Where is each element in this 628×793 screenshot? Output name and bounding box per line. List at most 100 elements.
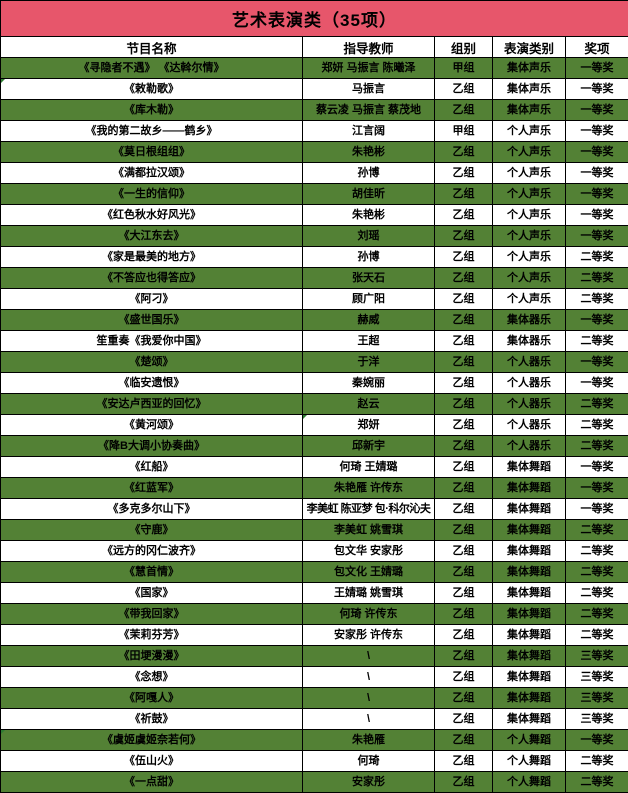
award-cell[interactable]: 一等奖 [566,310,628,331]
group-cell[interactable]: 乙组 [435,625,493,646]
award-cell[interactable]: 一等奖 [566,226,628,247]
category-cell[interactable]: 个人声乐 [493,142,566,163]
program-name-cell[interactable]: 《慧首情》 [1,562,303,583]
group-cell[interactable]: 乙组 [435,268,493,289]
award-cell[interactable]: 一等奖 [566,457,628,478]
award-cell[interactable]: 二等奖 [566,247,628,268]
category-cell[interactable]: 集体声乐 [493,100,566,121]
teacher-cell[interactable]: 郑妍 [303,415,435,436]
award-cell[interactable]: 一等奖 [566,730,628,751]
program-name-cell[interactable]: 《一生的信仰》 [1,184,303,205]
award-cell[interactable]: 二等奖 [566,751,628,772]
category-cell[interactable]: 集体器乐 [493,331,566,352]
program-name-cell[interactable]: 《守鹿》 [1,520,303,541]
column-header-category[interactable]: 表演类别 [493,37,566,58]
category-cell[interactable]: 个人声乐 [493,226,566,247]
teacher-cell[interactable]: 包文化 王婧璐 [303,562,435,583]
category-cell[interactable]: 个人舞蹈 [493,772,566,793]
group-cell[interactable]: 乙组 [435,415,493,436]
category-cell[interactable]: 个人器乐 [493,415,566,436]
award-cell[interactable]: 二等奖 [566,289,628,310]
program-name-cell[interactable]: 《一点甜》 [1,772,303,793]
program-name-cell[interactable]: 《降B大调小协奏曲》 [1,436,303,457]
program-name-cell[interactable]: 《楚颂》 [1,352,303,373]
category-cell[interactable]: 集体舞蹈 [493,583,566,604]
teacher-cell[interactable]: 李美虹 姚雪琪 [303,520,435,541]
program-name-cell[interactable]: 《家是最美的地方》 [1,247,303,268]
category-cell[interactable]: 集体器乐 [493,310,566,331]
category-cell[interactable]: 个人器乐 [493,373,566,394]
category-cell[interactable]: 集体舞蹈 [493,625,566,646]
group-cell[interactable]: 乙组 [435,394,493,415]
group-cell[interactable]: 乙组 [435,478,493,499]
teacher-cell[interactable]: 朱艳雁 [303,730,435,751]
group-cell[interactable]: 乙组 [435,100,493,121]
category-cell[interactable]: 集体舞蹈 [493,478,566,499]
program-name-cell[interactable]: 《盛世国乐》 [1,310,303,331]
column-header-program-name[interactable]: 节目名称 [1,37,303,58]
award-cell[interactable]: 一等奖 [566,163,628,184]
teacher-cell[interactable]: 包文华 安家彤 [303,541,435,562]
award-cell[interactable]: 一等奖 [566,142,628,163]
teacher-cell[interactable]: 孙博 [303,247,435,268]
group-cell[interactable]: 乙组 [435,520,493,541]
program-name-cell[interactable]: 《祈鼓》 [1,709,303,730]
group-cell[interactable]: 乙组 [435,730,493,751]
award-cell[interactable]: 三等奖 [566,667,628,688]
award-cell[interactable]: 一等奖 [566,79,628,100]
program-name-cell[interactable]: 《不答应也得答应》 [1,268,303,289]
category-cell[interactable]: 集体舞蹈 [493,667,566,688]
category-cell[interactable]: 集体舞蹈 [493,520,566,541]
award-cell[interactable]: 二等奖 [566,520,628,541]
category-cell[interactable]: 集体舞蹈 [493,562,566,583]
category-cell[interactable]: 集体舞蹈 [493,688,566,709]
award-cell[interactable]: 二等奖 [566,604,628,625]
award-cell[interactable]: 一等奖 [566,121,628,142]
award-cell[interactable]: 二等奖 [566,583,628,604]
program-name-cell[interactable]: 《安达卢西亚的回忆》 [1,394,303,415]
teacher-cell[interactable]: 安家彤 许传东 [303,625,435,646]
program-name-cell[interactable]: 《念想》 [1,667,303,688]
category-cell[interactable]: 集体舞蹈 [493,541,566,562]
group-cell[interactable]: 甲组 [435,121,493,142]
program-name-cell[interactable]: 《多克多尔山下》 [1,499,303,520]
program-name-cell[interactable]: 《我的第二故乡——鹤乡》 [1,121,303,142]
group-cell[interactable]: 乙组 [435,289,493,310]
group-cell[interactable]: 乙组 [435,562,493,583]
program-name-cell[interactable]: 《敕勒歌》 [1,79,303,100]
program-name-cell[interactable]: 《临安遗恨》 [1,373,303,394]
group-cell[interactable]: 乙组 [435,205,493,226]
column-header-award[interactable]: 奖项 [566,37,628,58]
program-name-cell[interactable]: 《茉莉芬芳》 [1,625,303,646]
teacher-cell[interactable]: 何琦 许传东 [303,604,435,625]
category-cell[interactable]: 个人声乐 [493,247,566,268]
program-name-cell[interactable]: 《田埂漫漫》 [1,646,303,667]
category-cell[interactable]: 个人声乐 [493,163,566,184]
program-name-cell[interactable]: 《国家》 [1,583,303,604]
group-cell[interactable]: 乙组 [435,310,493,331]
teacher-cell[interactable]: \ [303,688,435,709]
group-cell[interactable]: 乙组 [435,772,493,793]
group-cell[interactable]: 乙组 [435,163,493,184]
category-cell[interactable]: 个人声乐 [493,121,566,142]
teacher-cell[interactable]: 马振言 [303,79,435,100]
group-cell[interactable]: 乙组 [435,604,493,625]
group-cell[interactable]: 乙组 [435,646,493,667]
award-cell[interactable]: 一等奖 [566,58,628,79]
group-cell[interactable]: 乙组 [435,184,493,205]
program-name-cell[interactable]: 《红蓝军》 [1,478,303,499]
award-cell[interactable]: 二等奖 [566,625,628,646]
program-name-cell[interactable]: 《大江东去》 [1,226,303,247]
award-cell[interactable]: 一等奖 [566,205,628,226]
category-cell[interactable]: 集体舞蹈 [493,457,566,478]
category-cell[interactable]: 集体舞蹈 [493,646,566,667]
category-cell[interactable]: 集体声乐 [493,79,566,100]
program-name-cell[interactable]: 《伍山火》 [1,751,303,772]
group-cell[interactable]: 乙组 [435,751,493,772]
group-cell[interactable]: 乙组 [435,226,493,247]
program-name-cell[interactable]: 《红色秋水好风光》 [1,205,303,226]
teacher-cell[interactable]: 孙博 [303,163,435,184]
program-name-cell[interactable]: 《寻隐者不遇》 《达斡尔情》 [1,58,303,79]
category-cell[interactable]: 个人声乐 [493,205,566,226]
category-cell[interactable]: 个人声乐 [493,268,566,289]
